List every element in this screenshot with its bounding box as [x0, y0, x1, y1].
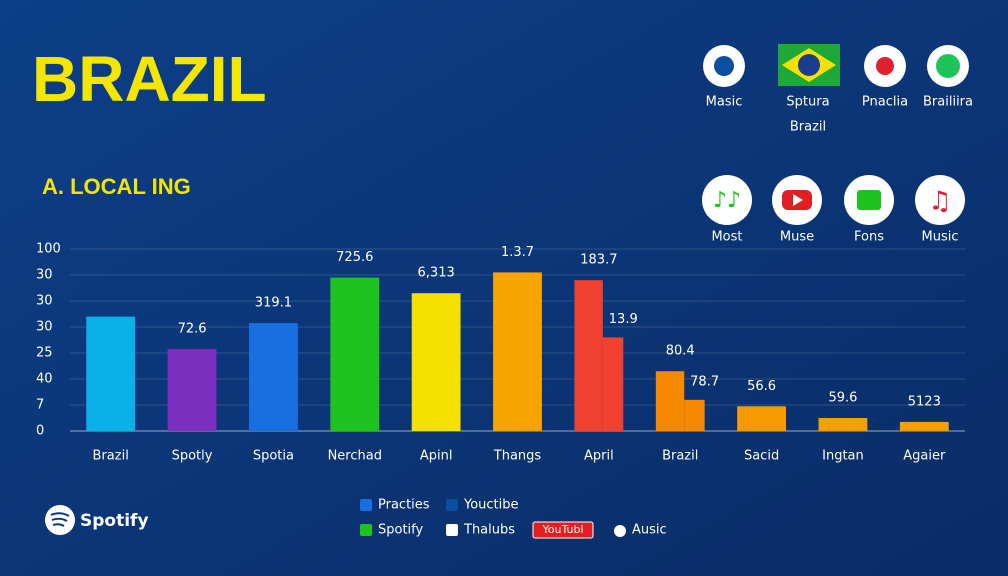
x-tick-label: Brazil [662, 449, 698, 464]
bar-label: 13.9 [609, 312, 638, 327]
icon-glyph [936, 54, 960, 78]
legend-label: Spotify [378, 523, 424, 538]
bar-step [602, 337, 624, 431]
bar [411, 293, 461, 431]
legend-label: Youctibe [463, 498, 519, 513]
bar [86, 316, 136, 431]
icon-label: Sptura [786, 95, 829, 110]
icon-glyph: ♫ [928, 187, 951, 217]
legend: Practies Youctibe Spotify Thalubs YouTubl Aus… [360, 498, 667, 539]
icon-glyph [876, 57, 894, 75]
bar [818, 418, 868, 431]
x-tick-label: Nerchad [328, 449, 382, 464]
x-tick-label: Apinl [420, 449, 453, 464]
y-tick-label: 30 [36, 268, 53, 283]
icon-glyph [857, 190, 881, 210]
x-tick-label: Spotia [253, 449, 294, 464]
icon-label: Brazil [790, 120, 826, 135]
x-tick-label: Ingtan [822, 449, 864, 464]
x-tick-label: Spotly [172, 449, 213, 464]
logo-icon [45, 505, 75, 535]
bar-label: 5123 [908, 394, 941, 409]
icon[interactable] [702, 175, 752, 225]
bar-label: 319.1 [255, 296, 292, 311]
x-tick-label: Brazil [93, 449, 129, 464]
legend-label: YouTubl [541, 523, 583, 536]
legend-swatch [614, 525, 626, 537]
y-tick-label: 40 [36, 372, 53, 387]
y-tick-label: 0 [36, 424, 44, 439]
y-tick-label: 30 [36, 294, 53, 309]
logo-glyph [50, 512, 70, 527]
legend-swatch [446, 499, 458, 511]
flag-globe [798, 54, 820, 76]
bar-label: 6,313 [418, 266, 455, 281]
bar [493, 272, 542, 431]
legend-swatch [446, 524, 458, 536]
icon-glyph [793, 194, 803, 206]
icon-label: Pnaclia [862, 95, 908, 110]
subtitle: A. LOCAL ING [42, 174, 191, 199]
chart: 0 7 40 25 30 30 30 100 Brazil Spotly 72.6 Spotia 319… [36, 242, 965, 464]
x-tick-label: Thangs [493, 449, 542, 464]
y-tick-label: 7 [36, 398, 44, 413]
icon-glyph [714, 56, 734, 76]
icon-glyph: ♪♪ [713, 188, 741, 213]
logo-text: Spotify [80, 511, 149, 531]
legend-label: Practies [378, 498, 430, 513]
bar-label: 1.3.7 [501, 245, 534, 260]
legend-swatch [532, 521, 594, 539]
bar [249, 323, 298, 431]
bar [330, 277, 380, 431]
bar-label: 725.6 [336, 250, 373, 265]
icon[interactable] [915, 175, 965, 225]
legend-swatch [360, 524, 372, 536]
legend-label: Ausic [632, 523, 667, 538]
bar [899, 421, 949, 431]
icon-label: Brailiira [923, 95, 973, 110]
bar-label: 72.6 [178, 322, 207, 337]
bar-label: 56.6 [747, 379, 776, 394]
bar-label: 80.4 [666, 344, 695, 359]
y-tick-label: 30 [36, 320, 53, 335]
bar [574, 280, 603, 431]
bar [737, 406, 786, 431]
icon-label: Most [711, 230, 742, 245]
legend-swatch [360, 499, 372, 511]
x-tick-label: April [584, 449, 614, 464]
y-tick-label: 100 [36, 242, 61, 257]
x-tick-label: Sacid [744, 449, 779, 464]
icon-label: Masic [706, 95, 743, 110]
bar [167, 349, 217, 431]
title: BRAZIL [32, 43, 267, 115]
x-tick-label: Agaier [903, 449, 946, 464]
bar-label: 183.7 [580, 253, 617, 268]
y-tick-label: 25 [36, 346, 53, 361]
bar-step [684, 399, 705, 431]
icon-label: Muse [780, 230, 814, 245]
bar-label: 59.6 [828, 391, 857, 406]
legend-label: Thalubs [463, 523, 515, 538]
icon-label: Music [922, 230, 959, 245]
icon-label: Fons [854, 230, 884, 245]
bar [655, 371, 685, 431]
bar-label: 78.7 [690, 374, 719, 389]
